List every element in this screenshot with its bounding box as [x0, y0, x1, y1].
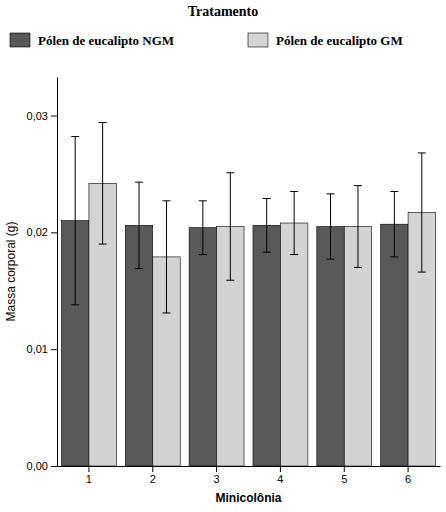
error-bar-line [199, 201, 207, 255]
marks [61, 123, 435, 466]
bar [253, 225, 280, 466]
y-tick-mark [51, 232, 57, 233]
error-bar-line [226, 173, 234, 280]
y-tick-label: 0,01 [27, 343, 48, 355]
error-bar-line [71, 137, 79, 305]
error-bar-line [290, 191, 298, 254]
x-tick-mark [152, 466, 153, 472]
error-bar [327, 194, 335, 259]
y-tick: 0,03 [27, 110, 57, 122]
error-bar-line [354, 186, 362, 268]
x-axis-line [58, 466, 441, 467]
x-tick-mark [216, 466, 217, 472]
error-bar-line [390, 191, 398, 256]
error-bar [226, 173, 234, 280]
legend-swatch [10, 33, 30, 47]
x-axis: 1 2 3 4 5 6 [58, 466, 441, 485]
x-tick: 1 [86, 466, 92, 485]
y-axis-title: Massa corporal (g) [4, 221, 18, 321]
error-bar [71, 137, 79, 305]
y-tick: 0,00 [27, 460, 57, 472]
y-axis: 0,00 0,01 0,02 0,03 [27, 78, 58, 473]
error-bar [135, 182, 143, 268]
x-tick: 2 [150, 466, 156, 485]
series [61, 137, 408, 466]
error-bar [99, 123, 107, 244]
legend-item: Pólen de eucalipto GM [248, 33, 403, 48]
error-bar-line [418, 153, 426, 272]
plot-area: 0,00 0,01 0,02 0,03 1 2 3 4 5 6 [27, 78, 441, 485]
legend-label: Pólen de eucalipto GM [276, 33, 403, 48]
bar [280, 223, 307, 466]
error-bar [290, 191, 298, 254]
error-bar-line [162, 201, 170, 313]
x-tick-mark [344, 466, 345, 472]
y-tick-mark [51, 349, 57, 350]
x-tick-label: 1 [86, 473, 92, 485]
error-bar-line [263, 198, 271, 252]
title: Tratamento [188, 4, 259, 19]
error-bar [390, 191, 398, 256]
x-tick-mark [88, 466, 89, 472]
x-tick-label: 3 [214, 473, 220, 485]
error-bar [354, 186, 362, 268]
chart: TratamentoPólen de eucalipto NGMPólen de… [0, 0, 446, 512]
error-bar-line [135, 182, 143, 268]
y-tick-mark [51, 116, 57, 117]
x-tick-label: 5 [341, 473, 347, 485]
y-tick-label: 0,03 [27, 110, 48, 122]
legend: Pólen de eucalipto NGM Pólen de eucalipto… [10, 33, 403, 48]
x-tick-mark [408, 466, 409, 472]
x-tick: 6 [405, 466, 411, 485]
error-bar [199, 201, 207, 255]
y-tick-mark [51, 466, 57, 467]
error-bar-line [99, 123, 107, 244]
y-tick-label: 0,00 [27, 460, 48, 472]
x-tick-label: 6 [405, 473, 411, 485]
error-bar-line [327, 194, 335, 259]
x-tick-mark [280, 466, 281, 472]
x-axis-title: Minicolônia [216, 491, 282, 505]
legend-item: Pólen de eucalipto NGM [10, 33, 174, 48]
y-tick: 0,01 [27, 343, 57, 355]
bar [189, 228, 216, 466]
y-tick: 0,02 [27, 226, 57, 238]
error-bar [162, 201, 170, 313]
legend-label: Pólen de eucalipto NGM [38, 33, 174, 48]
x-tick-label: 4 [277, 473, 283, 485]
y-axis-line [57, 78, 58, 467]
bar [317, 227, 344, 466]
bar [381, 224, 408, 466]
error-bar [263, 198, 271, 252]
legend-swatch [248, 33, 268, 47]
x-tick-label: 2 [150, 473, 156, 485]
x-tick: 4 [277, 466, 283, 485]
error-bar [418, 153, 426, 272]
x-tick: 5 [341, 466, 347, 485]
x-tick: 3 [214, 466, 220, 485]
series [89, 123, 436, 466]
y-tick-label: 0,02 [27, 226, 48, 238]
